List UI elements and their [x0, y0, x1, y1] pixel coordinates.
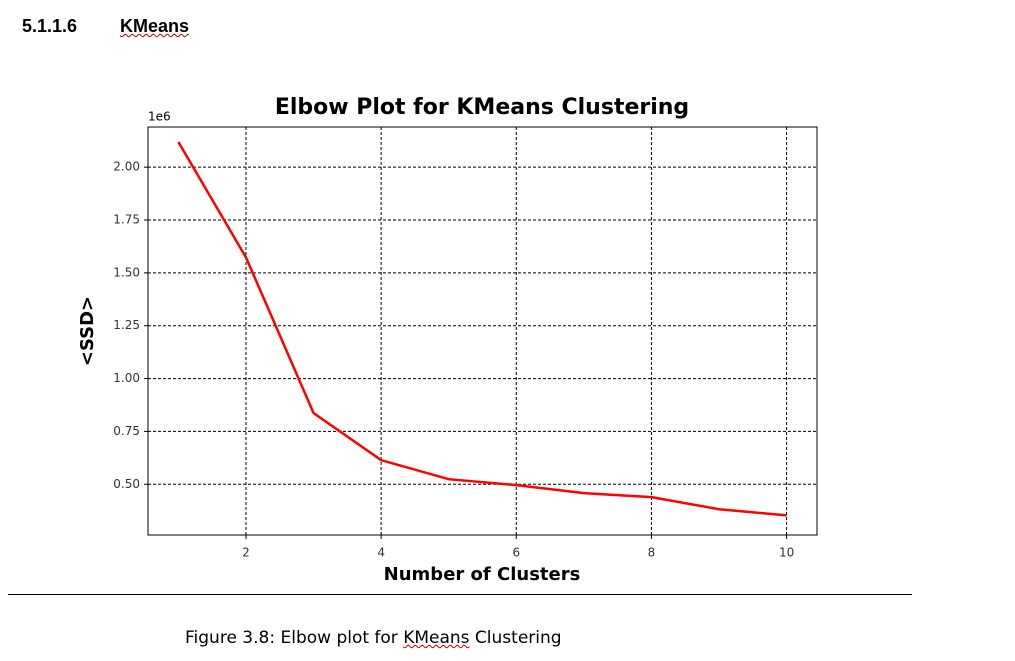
section-number: 5.1.1.6	[22, 16, 78, 36]
y-tick-label: 1.25	[113, 318, 140, 332]
x-tick-label: 4	[377, 546, 385, 560]
y-tick-label: 1.50	[113, 265, 140, 279]
x-tick-label: 8	[648, 546, 656, 560]
y-tick-label: 1.00	[113, 371, 140, 385]
figure-caption: Figure 3.8: Elbow plot for KMeans Cluste…	[185, 628, 562, 648]
section-title: KMeans	[120, 16, 190, 36]
caption-text: Figure 3.8: Elbow plot for	[185, 628, 404, 648]
x-axis-label: Number of Clusters	[384, 564, 581, 585]
caption-text: Clustering	[469, 628, 562, 648]
section-heading: 5.1.1.6 KMeans	[22, 16, 189, 37]
x-tick-label: 6	[512, 546, 520, 560]
chart-title: Elbow Plot for KMeans Clustering	[275, 95, 689, 120]
caption-emphasis: KMeans	[403, 628, 470, 648]
y-tick-label: 1.75	[113, 213, 140, 227]
y-axis-label: <SSD>	[77, 296, 98, 366]
x-tick-label: 10	[779, 546, 794, 560]
separator	[8, 594, 912, 595]
chart: Elbow Plot for KMeans Clustering Number …	[77, 95, 818, 585]
y-tick-label: 0.75	[113, 424, 140, 438]
y-tick-label: 2.00	[113, 160, 140, 174]
plot-frame	[147, 126, 818, 536]
data-line	[177, 141, 787, 517]
y-offset-label: 1e6	[148, 110, 171, 124]
y-tick-label: 0.50	[113, 477, 140, 491]
x-tick-label: 2	[242, 546, 250, 560]
